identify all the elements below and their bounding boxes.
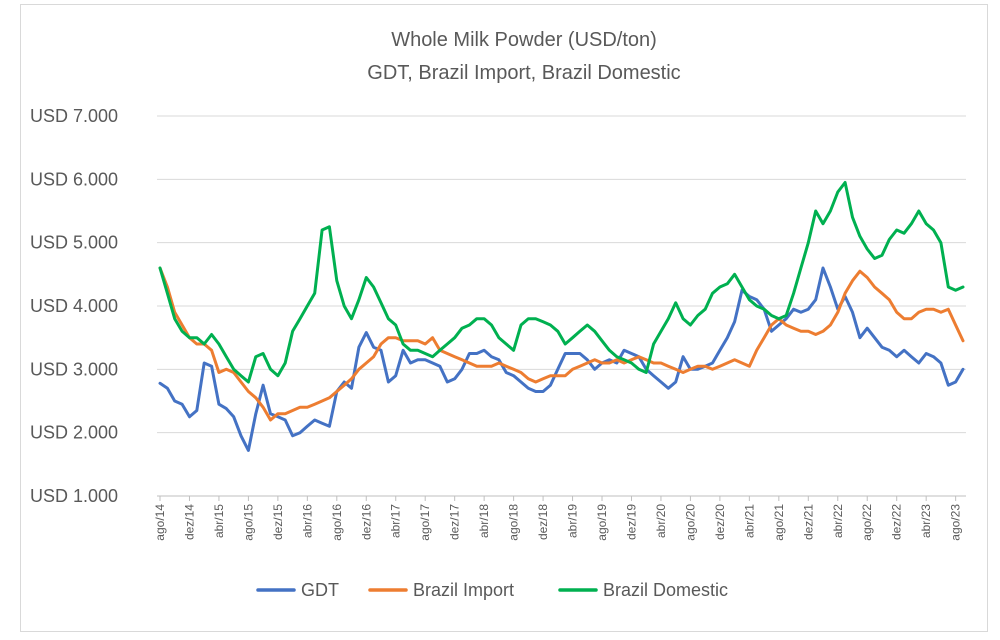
legend: GDT Brazil Import Brazil Domestic [256, 580, 728, 600]
x-tick-label: abr/15 [212, 504, 226, 538]
chart-subtitle: GDT, Brazil Import, Brazil Domestic [367, 62, 680, 84]
x-tick-label: dez/21 [801, 504, 815, 540]
x-tick-label: dez/14 [182, 504, 196, 540]
x-tick-label: ago/14 [153, 504, 167, 541]
y-tick-label: USD 4.000 [30, 296, 118, 316]
x-tick-label: dez/22 [890, 504, 904, 540]
x-tick-label: abr/16 [300, 504, 314, 538]
x-tick-label: ago/15 [241, 504, 255, 541]
x-tick-label: abr/19 [566, 504, 580, 538]
gridlines [157, 115, 966, 497]
x-tick-label: abr/21 [742, 504, 756, 538]
y-axis: USD 1.000 USD 2.000 USD 3.000 USD 4.000 USD … [30, 106, 118, 506]
x-tick-label: abr/20 [654, 504, 668, 538]
legend-label-gdt: GDT [301, 580, 339, 600]
x-tick-label: abr/22 [831, 504, 845, 538]
y-tick-label: USD 2.000 [30, 423, 118, 443]
x-axis: ago/14 dez/14 abr/15 ago/15 dez/15 abr/16 ago/… [153, 496, 963, 541]
y-tick-label: USD 1.000 [30, 486, 118, 506]
x-tick-label: dez/18 [536, 504, 550, 540]
x-tick-label: abr/17 [389, 504, 403, 538]
x-tick-label: ago/16 [330, 504, 344, 541]
x-tick-label: ago/19 [595, 504, 609, 541]
x-tick-label: ago/22 [860, 504, 874, 541]
x-tick-label: dez/20 [713, 504, 727, 540]
legend-label-brazil-import: Brazil Import [413, 580, 514, 600]
y-tick-label: USD 6.000 [30, 169, 118, 189]
series-line-gdt [158, 266, 965, 452]
series-line-brazil-import [158, 266, 965, 422]
x-tick-label: dez/17 [448, 504, 462, 540]
x-tick-label: ago/23 [949, 504, 963, 541]
x-tick-label: dez/19 [624, 504, 638, 540]
series-line-brazil-domestic [158, 181, 965, 384]
x-tick-label: dez/16 [359, 504, 373, 540]
x-tick-label: ago/21 [772, 504, 786, 541]
x-tick-label: dez/15 [271, 504, 285, 540]
x-tick-label: ago/18 [507, 504, 521, 541]
chart-frame [20, 4, 988, 632]
x-tick-label: ago/20 [683, 504, 697, 541]
series-lines [158, 181, 965, 452]
x-tick-label: abr/23 [919, 504, 933, 538]
x-tick-label: abr/18 [477, 504, 491, 538]
legend-label-brazil-domestic: Brazil Domestic [603, 580, 728, 600]
y-tick-label: USD 3.000 [30, 359, 118, 379]
y-tick-label: USD 5.000 [30, 233, 118, 253]
y-tick-label: USD 7.000 [30, 106, 118, 126]
x-tick-label: ago/17 [418, 504, 432, 541]
chart-title: Whole Milk Powder (USD/ton) [391, 29, 657, 51]
